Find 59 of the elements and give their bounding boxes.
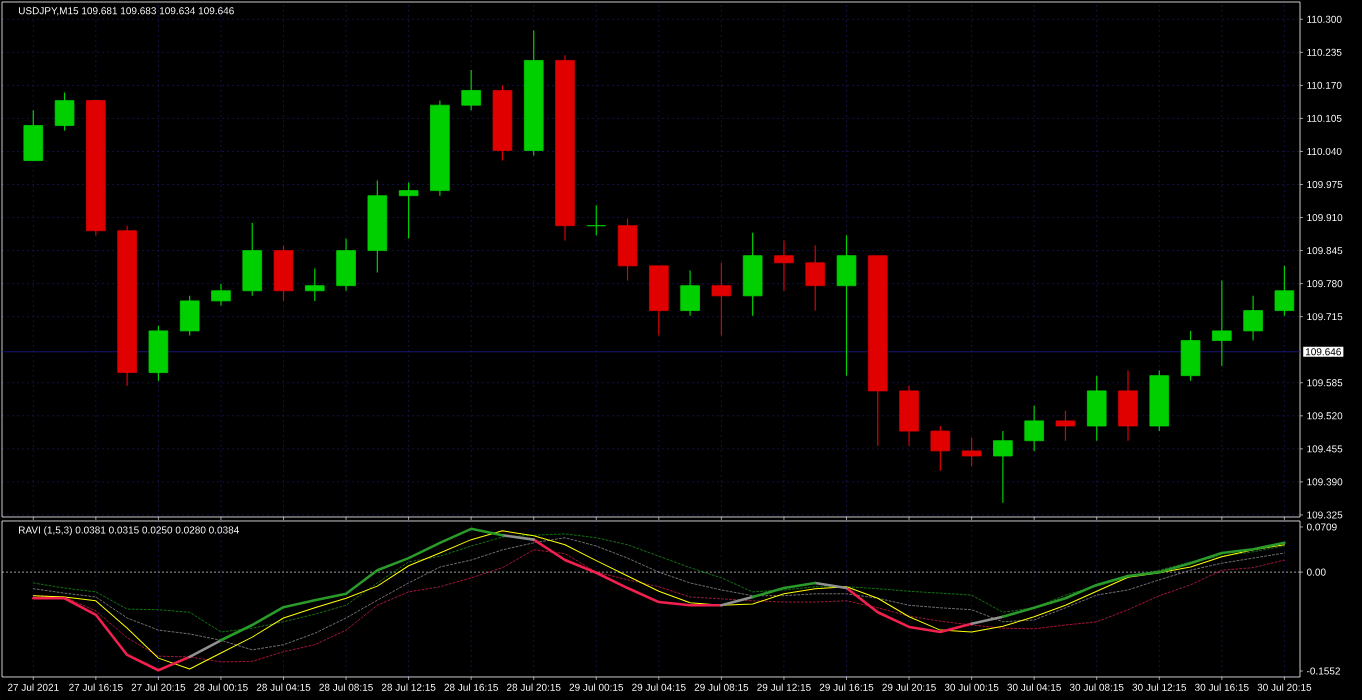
candlestick [805, 244, 826, 312]
x-tick-label: 29 Jul 16:15 [819, 683, 874, 691]
candlestick [774, 239, 794, 292]
x-tick-label: 28 Jul 16:15 [444, 683, 498, 691]
candlestick [211, 283, 231, 307]
line-series [32, 537, 1285, 651]
y-tick-label: 109.910 [1307, 214, 1343, 222]
candlestick [711, 262, 732, 337]
candlestick [930, 425, 951, 472]
chart-title: USDJPY,M15 109.681 109.683 109.634 109.646 [18, 7, 234, 16]
x-tick-label: 30 Jul 08:15 [1069, 683, 1124, 691]
x-tick-label: 29 Jul 12:15 [757, 683, 811, 691]
x-tick-label: 27 Jul 16:15 [69, 683, 123, 691]
y-tick-label: 109.780 [1307, 280, 1343, 288]
x-tick-label: 28 Jul 00:15 [194, 683, 248, 691]
ref-line-label: 109.646 [1305, 348, 1341, 356]
chart-title: RAVI (1,5,3) 0.0381 0.0315 0.0250 0.0280 0.0384 [19, 526, 239, 536]
x-tick-label: 30 Jul 12:15 [1132, 683, 1187, 691]
y-tick-label: 110.040 [1307, 147, 1342, 155]
x-tick-label: 28 Jul 12:15 [381, 683, 436, 691]
y-tick-label: 109.845 [1307, 247, 1343, 255]
x-tick-label: 29 Jul 04:15 [632, 683, 686, 691]
x-tick-label: 30 Jul 16:15 [1194, 683, 1249, 691]
candlestick [1243, 295, 1263, 342]
y-tick-label: 109.715 [1307, 313, 1343, 321]
candlestick [1274, 265, 1295, 317]
y-tick-label: 109.325 [1307, 511, 1343, 519]
x-tick-label: 27 Jul 2021 [7, 683, 59, 691]
candlestick [1024, 405, 1044, 452]
x-tick-label: 29 Jul 08:15 [694, 683, 749, 691]
y-tick-label: 110.300 [1307, 15, 1342, 23]
x-tick-label: 28 Jul 04:15 [256, 683, 311, 691]
x-tick-label: 28 Jul 08:15 [319, 683, 373, 691]
candlestick [398, 181, 419, 239]
candlestick [586, 204, 607, 236]
candlestick [961, 437, 982, 467]
x-tick-label: 27 Jul 20:15 [131, 683, 186, 691]
y-tick-label: 0.0709 [1306, 523, 1337, 531]
y-tick-label: 109.585 [1307, 379, 1343, 387]
y-tick-label: 109.390 [1307, 478, 1343, 486]
y-tick-label: 109.455 [1307, 445, 1343, 453]
candlestick [461, 69, 481, 111]
y-tick-label: 109.975 [1307, 180, 1343, 189]
candlestick [1055, 410, 1076, 442]
candlestick [305, 267, 325, 302]
candlestick [1212, 279, 1232, 367]
x-tick-label: 30 Jul 00:15 [944, 683, 999, 691]
y-tick-label: 110.170 [1307, 81, 1342, 89]
y-tick-label: 110.235 [1307, 48, 1342, 56]
x-tick-label: 28 Jul 20:15 [506, 683, 561, 691]
x-tick-label: 29 Jul 20:15 [882, 683, 936, 691]
y-tick-label: 0.00 [1306, 568, 1326, 576]
x-tick-label: 30 Jul 20:15 [1257, 683, 1312, 691]
x-tick-label: 30 Jul 04:15 [1007, 683, 1061, 691]
x-tick-label: 29 Jul 00:15 [569, 683, 624, 691]
y-tick-label: 109.520 [1307, 412, 1343, 420]
y-tick-label: -0.1552 [1306, 667, 1340, 675]
y-tick-label: 110.105 [1307, 114, 1342, 122]
candlestick [993, 430, 1013, 504]
